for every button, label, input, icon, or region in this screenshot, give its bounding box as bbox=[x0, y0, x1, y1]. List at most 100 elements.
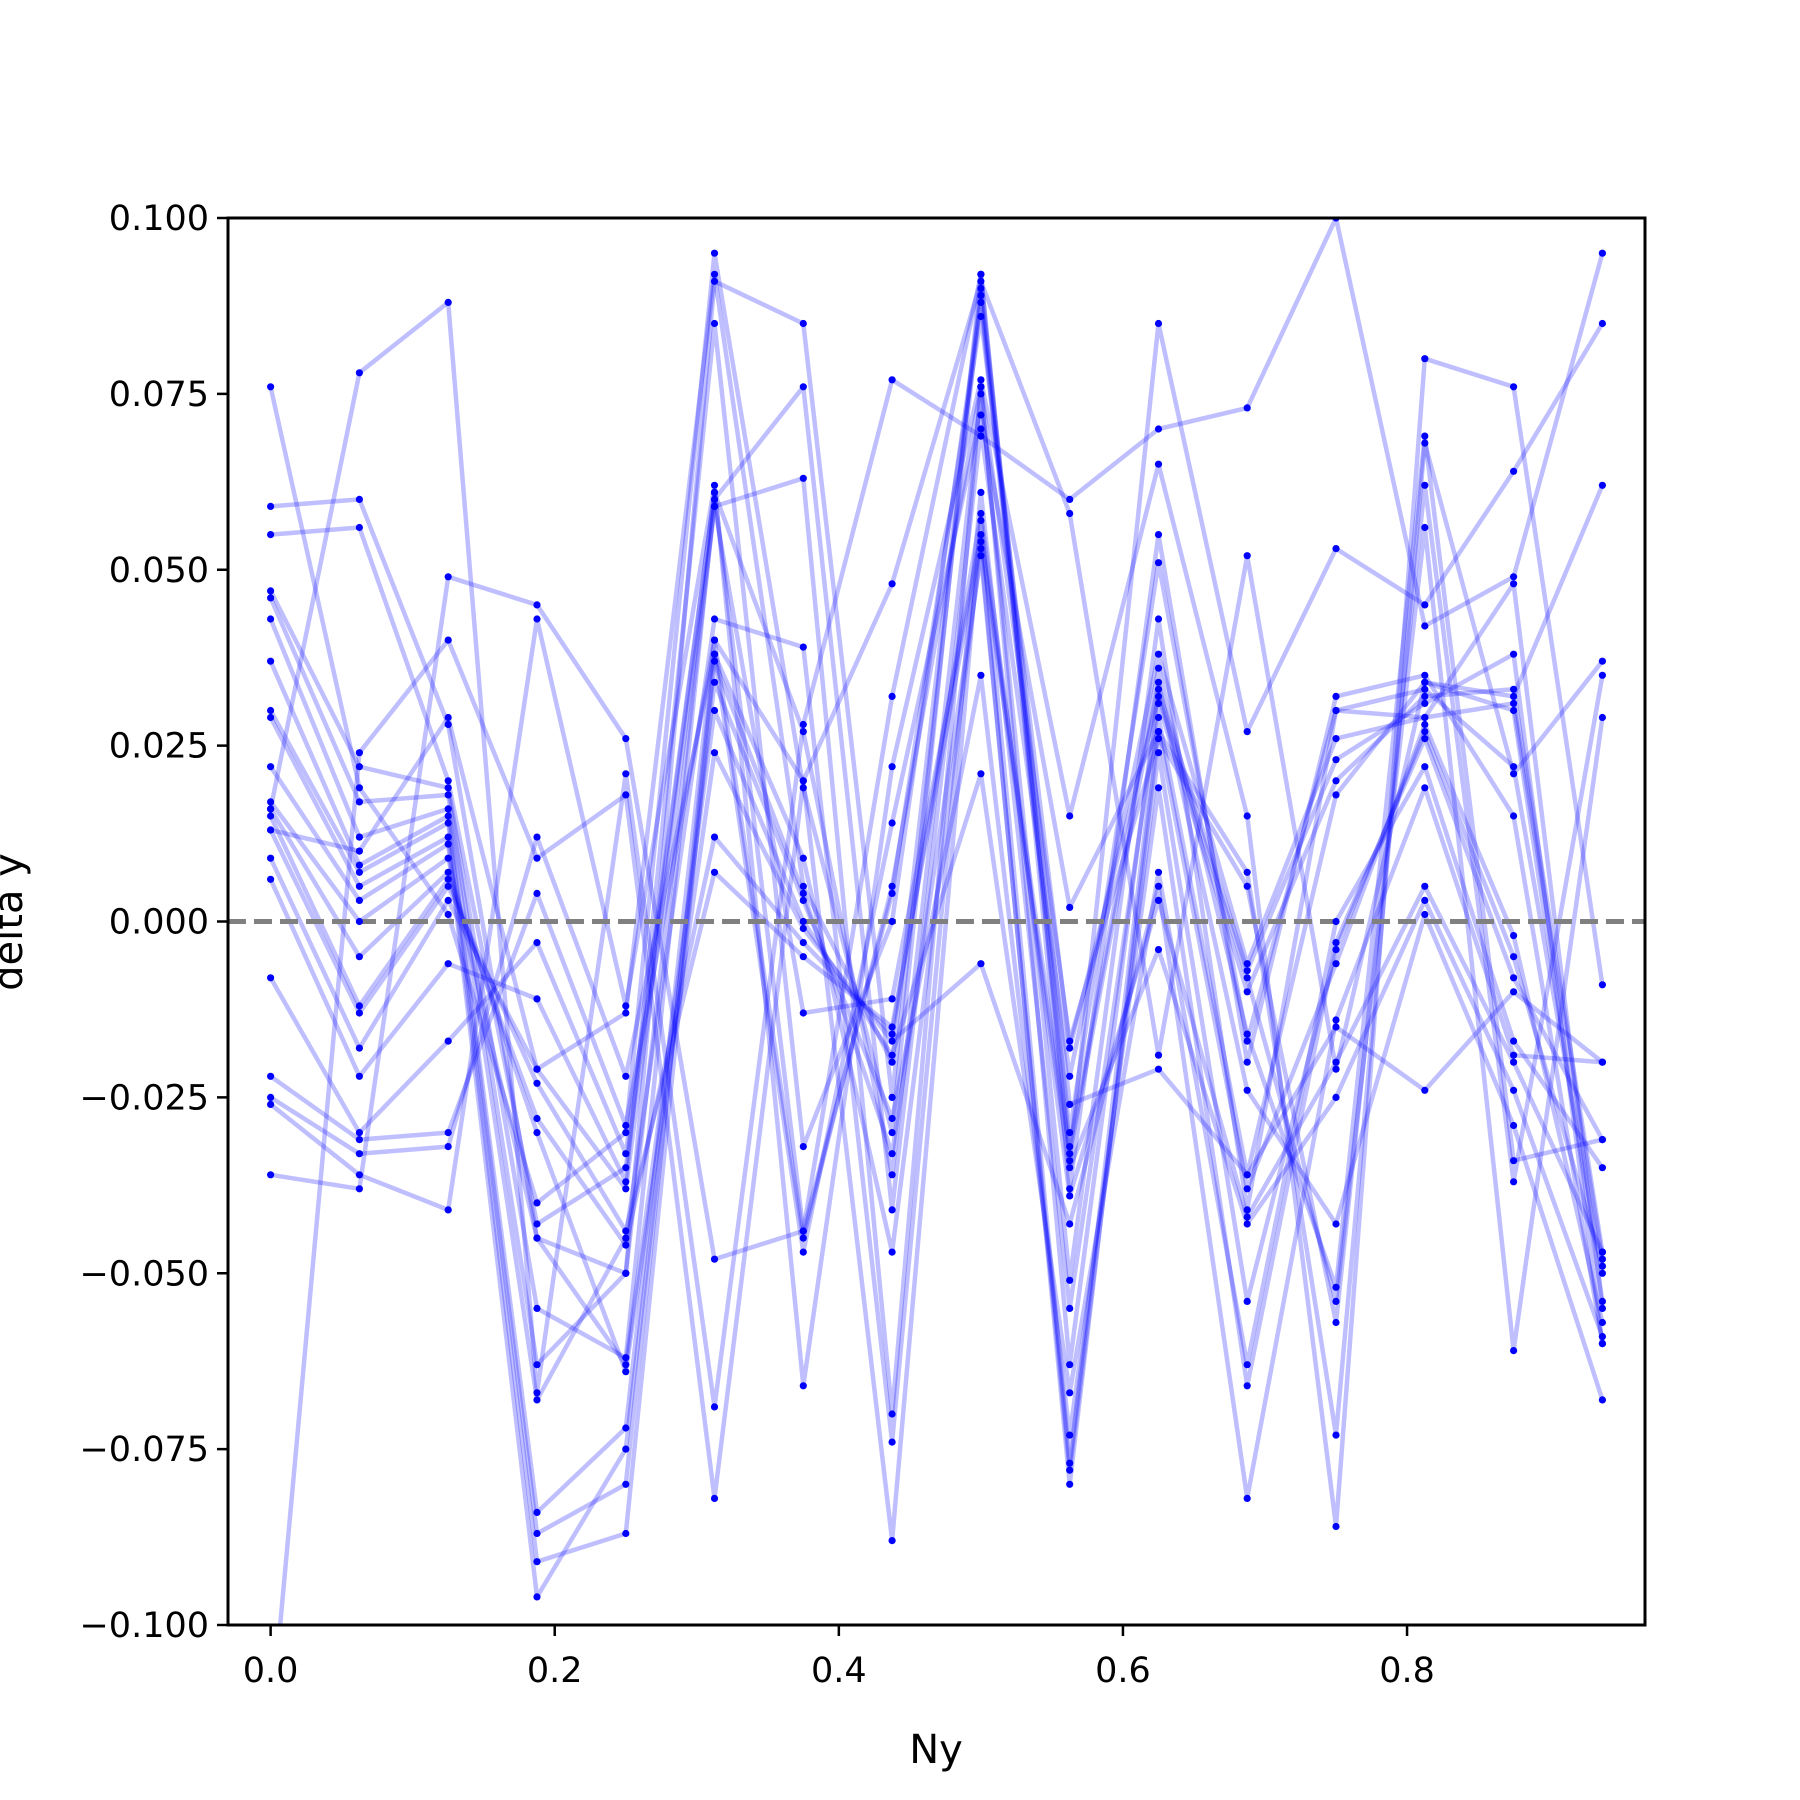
data-point bbox=[533, 1199, 541, 1207]
data-point bbox=[799, 474, 807, 482]
data-point bbox=[1332, 960, 1340, 968]
data-point bbox=[1066, 1150, 1074, 1158]
data-point bbox=[1154, 1065, 1163, 1073]
data-point bbox=[977, 538, 985, 546]
data-point bbox=[1154, 749, 1163, 757]
data-point bbox=[355, 896, 363, 905]
data-point bbox=[267, 587, 275, 595]
data-point bbox=[1243, 552, 1251, 560]
data-point bbox=[622, 1185, 630, 1193]
data-point bbox=[533, 1558, 541, 1566]
data-point bbox=[977, 671, 985, 679]
data-point bbox=[1421, 699, 1429, 708]
data-point bbox=[799, 643, 807, 651]
data-point bbox=[1066, 1389, 1074, 1397]
series-line-7 bbox=[268, 518, 1605, 1543]
data-point bbox=[622, 1234, 630, 1242]
series-line-8 bbox=[268, 546, 1605, 1536]
data-point bbox=[799, 953, 807, 961]
data-point bbox=[710, 1494, 719, 1502]
data-point bbox=[1066, 1129, 1074, 1137]
data-point bbox=[1421, 439, 1429, 447]
data-point bbox=[888, 1037, 896, 1045]
data-point bbox=[533, 995, 541, 1003]
data-point bbox=[1510, 1347, 1518, 1355]
data-point bbox=[1243, 1361, 1251, 1369]
series-line-16 bbox=[268, 300, 1603, 1290]
data-point bbox=[355, 798, 363, 806]
series-line-9 bbox=[268, 553, 1605, 1564]
data-point bbox=[1598, 1396, 1606, 1404]
data-point bbox=[533, 1065, 541, 1073]
data-point bbox=[355, 917, 363, 926]
y-tick-label: 0.100 bbox=[109, 199, 209, 239]
data-point bbox=[622, 1009, 630, 1017]
data-point bbox=[444, 868, 452, 876]
data-point bbox=[1243, 1037, 1251, 1045]
data-point bbox=[977, 432, 985, 440]
data-point bbox=[1243, 1297, 1251, 1305]
data-point bbox=[1243, 882, 1251, 890]
data-point bbox=[622, 1354, 630, 1362]
data-point bbox=[1332, 1297, 1340, 1305]
data-point bbox=[888, 1410, 896, 1418]
data-point bbox=[355, 1009, 363, 1017]
data-point bbox=[267, 502, 275, 510]
data-point bbox=[1332, 1318, 1340, 1327]
data-point bbox=[444, 960, 452, 968]
data-point bbox=[622, 1241, 630, 1249]
data-point bbox=[1598, 1164, 1606, 1172]
data-point bbox=[1510, 383, 1518, 391]
data-point bbox=[1066, 1431, 1074, 1439]
data-point bbox=[267, 531, 275, 539]
data-point bbox=[977, 488, 985, 496]
data-point bbox=[888, 1114, 896, 1123]
data-point bbox=[1332, 545, 1340, 553]
data-point bbox=[267, 657, 275, 665]
data-point bbox=[533, 1529, 541, 1538]
data-point bbox=[267, 1093, 275, 1101]
data-point bbox=[1154, 319, 1163, 328]
data-point bbox=[444, 1143, 452, 1151]
y-tick-label: 0.075 bbox=[109, 375, 209, 415]
data-point bbox=[1421, 601, 1429, 609]
data-point bbox=[1598, 1136, 1606, 1144]
data-point bbox=[533, 1079, 541, 1087]
data-point bbox=[533, 889, 541, 898]
data-point bbox=[1332, 692, 1340, 701]
data-point bbox=[1598, 249, 1606, 257]
data-point bbox=[1510, 1051, 1518, 1059]
data-point bbox=[888, 376, 896, 384]
data-point bbox=[355, 523, 363, 532]
data-point bbox=[1598, 1269, 1606, 1277]
data-point bbox=[1243, 1030, 1251, 1038]
data-point bbox=[1154, 664, 1163, 672]
data-point bbox=[355, 1072, 363, 1080]
data-point bbox=[1510, 770, 1518, 778]
data-point bbox=[1066, 1164, 1074, 1172]
data-point bbox=[888, 1248, 896, 1256]
data-point bbox=[1421, 685, 1429, 693]
data-point bbox=[799, 1227, 807, 1235]
data-point bbox=[799, 882, 807, 890]
data-point bbox=[710, 615, 719, 623]
data-point bbox=[977, 411, 985, 419]
data-point bbox=[533, 1129, 541, 1137]
data-point bbox=[622, 1227, 630, 1235]
data-point bbox=[1243, 960, 1251, 968]
data-point bbox=[799, 777, 807, 785]
data-point bbox=[1154, 896, 1163, 905]
data-point bbox=[1243, 1058, 1251, 1066]
data-point bbox=[1154, 692, 1163, 701]
data-point bbox=[1154, 699, 1163, 708]
data-point bbox=[799, 319, 807, 328]
series-line-1 bbox=[268, 250, 1605, 1344]
data-point bbox=[888, 882, 896, 890]
data-point bbox=[1510, 763, 1518, 771]
data-point bbox=[799, 1382, 807, 1390]
data-point bbox=[533, 1220, 541, 1228]
data-point bbox=[1154, 531, 1163, 539]
data-point bbox=[1243, 1171, 1251, 1179]
data-point bbox=[355, 861, 363, 869]
